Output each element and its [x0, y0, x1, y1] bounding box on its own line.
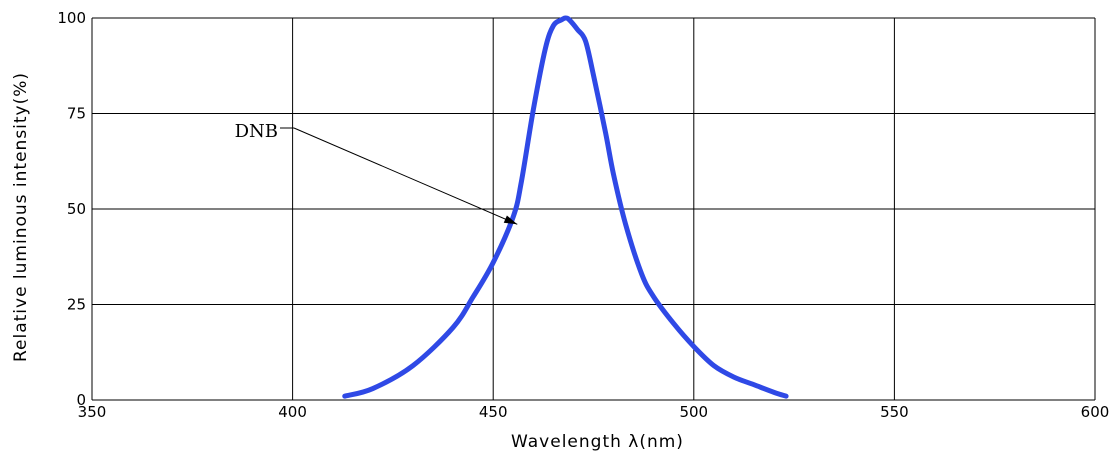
x-tick-label: 500: [679, 403, 708, 421]
y-tick-label: 50: [67, 200, 86, 218]
grid: [91, 17, 1096, 401]
y-tick-labels: 0 25 50 75 100: [57, 9, 86, 409]
x-tick-labels: 350 400 450 500 550 600: [78, 403, 1110, 421]
x-tick-label: 550: [880, 403, 909, 421]
x-axis-title: Wavelength λ(nm): [511, 432, 684, 452]
annotation-arrowhead: [503, 215, 518, 225]
y-axis-title: Relative luminous intensity(%): [11, 72, 31, 362]
y-tick-label: 75: [67, 105, 86, 123]
y-tick-label: 0: [76, 391, 86, 409]
x-tick-label: 400: [278, 403, 307, 421]
annotation: DNB: [235, 121, 518, 225]
annotation-label: DNB: [235, 121, 278, 142]
annotation-arrow-line: [293, 127, 518, 225]
y-tick-label: 25: [67, 296, 86, 314]
x-tick-label: 600: [1081, 403, 1110, 421]
x-tick-label: 350: [78, 403, 107, 421]
y-tick-label: 100: [57, 9, 86, 27]
x-tick-label: 450: [479, 403, 508, 421]
series-line-dnb: [342, 15, 789, 399]
